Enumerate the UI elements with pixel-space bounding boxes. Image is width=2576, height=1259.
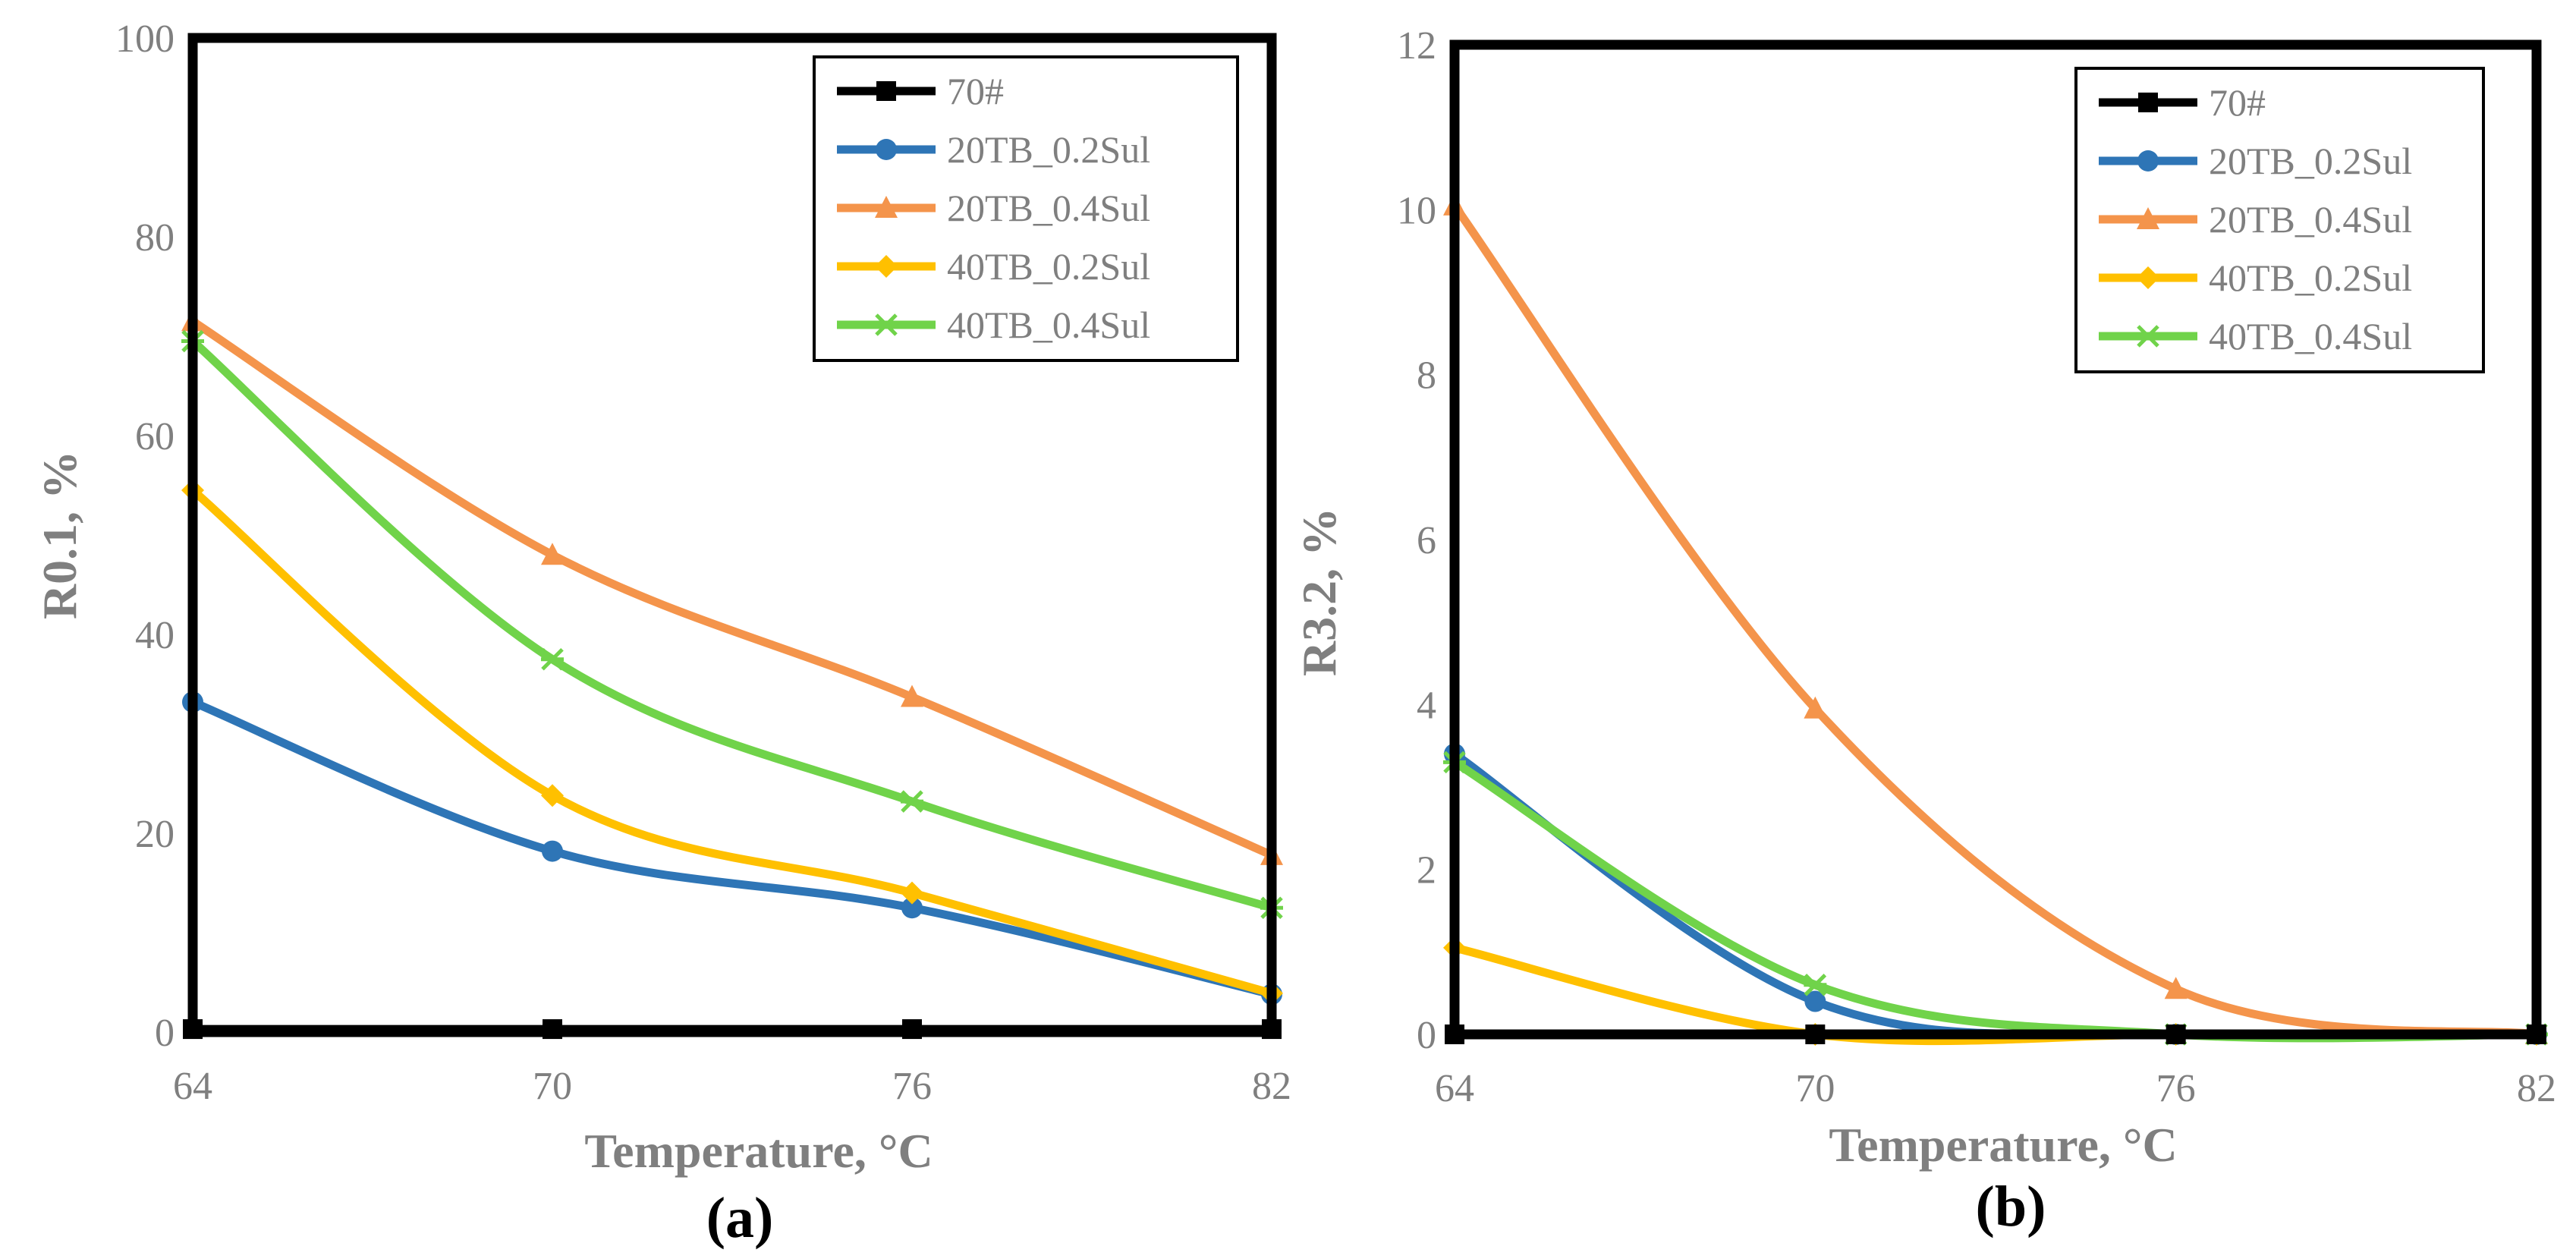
panel-a-x-tick-label: 82: [1252, 1065, 1291, 1108]
panel-b-y-tick-label: 2: [1417, 849, 1436, 892]
panel-b-label: (b): [1976, 1175, 2046, 1239]
panel-b-data-point: [2164, 977, 2188, 999]
panel-b-y-tick-label: 0: [1417, 1014, 1436, 1057]
panel-b-series-line: [1450, 757, 2541, 1043]
panel-a-plot-frame: [187, 33, 1277, 1037]
panel-a-legend-marker: [875, 313, 898, 336]
panel-a-legend-marker: [876, 139, 897, 160]
panel-b-x-tick-label: 70: [1795, 1067, 1835, 1110]
panel-b-legend-label: 20TB_0.2Sul: [2209, 140, 2412, 182]
panel-a-y-tick-label: 60: [135, 415, 175, 458]
panel-b-legend-marker: [2137, 150, 2159, 172]
panel-a-legend-label: 20TB_0.2Sul: [947, 128, 1150, 171]
panel-a-legend: 70# 20TB_0.2Sul 20TB_0.4Sul 40TB_0.2Sul 40TB…: [813, 55, 1239, 362]
panel-a-x-tick-label: 64: [173, 1065, 212, 1108]
panel-b-x-tick-label: 76: [2156, 1067, 2196, 1110]
panel-a-series-line: [188, 697, 1276, 999]
panel-b-x-tick-label: 82: [2517, 1067, 2556, 1110]
panel-b-legend-label: 40TB_0.2Sul: [2209, 257, 2412, 299]
panel-a-legend-entries: 70# 20TB_0.2Sul 20TB_0.4Sul 40TB_0.2Sul 40TB…: [837, 70, 1150, 346]
panel-b-y-tick-label: 4: [1417, 684, 1436, 727]
panel-a-data-point: [542, 840, 563, 862]
panel-b-legend-marker: [2137, 325, 2159, 348]
panel-b-legend-label: 70#: [2209, 81, 2266, 124]
panel-b-legend-entries: 70# 20TB_0.2Sul 20TB_0.4Sul 40TB_0.2Sul 40TB…: [2099, 81, 2412, 357]
panel-a-legend-marker: [876, 81, 896, 101]
panel-a-series: [181, 309, 1283, 1040]
panel-a-x-tick-label: 76: [892, 1065, 932, 1108]
panel-a-legend-label: 20TB_0.4Sul: [947, 187, 1150, 229]
panel-a-legend-marker: [875, 196, 898, 218]
panel-a-data-point: [541, 647, 564, 671]
panel-a-y-tick-label: 20: [135, 813, 175, 856]
panel-a-x-tick-label: 70: [533, 1065, 572, 1108]
panel-b-y-tick-label: 10: [1397, 189, 1436, 232]
panel-a-series-line: [188, 337, 1276, 912]
panel-a-data-point: [541, 784, 564, 807]
panel-a-data-point: [901, 881, 923, 905]
panel-a-y-tick-label: 0: [155, 1012, 175, 1055]
panel-b-legend: 70# 20TB_0.2Sul 20TB_0.4Sul 40TB_0.2Sul 40TB…: [2074, 67, 2485, 373]
panel-a-x-ticks: 64 70 76 82: [173, 1065, 1291, 1108]
panel-b-legend-marker: [2137, 207, 2159, 229]
panel-a-x-axis-title: Temperature, °C: [584, 1124, 933, 1178]
panel-b-x-axis-title: Temperature, °C: [1829, 1118, 2177, 1172]
panel-a-series-line: [188, 486, 1276, 998]
panel-b-series-line: [1450, 201, 2541, 1039]
panel-b-legend-label: 40TB_0.4Sul: [2209, 315, 2412, 357]
panel-b-data-point: [1804, 990, 1826, 1012]
panel-b-data-point: [1804, 974, 1827, 996]
panel-a-data-point: [901, 897, 923, 919]
panel-b-x-ticks: 64 70 76 82: [1435, 1067, 2556, 1110]
panel-a-data-point: [901, 685, 923, 707]
panel-a-series-line: [188, 316, 1276, 860]
panel-b-legend-marker: [2137, 266, 2159, 289]
panel-a: 0 20 40 60 80 100 64 70 76 82 Temperature, °C R0…: [33, 17, 1291, 1250]
panel-a-y-ticks: 0 20 40 60 80 100: [115, 17, 175, 1055]
panel-a-data-point: [541, 543, 564, 565]
panel-b-data-point: [1804, 696, 1827, 719]
panel-a-y-tick-label: 40: [135, 614, 175, 657]
panel-b-y-tick-label: 8: [1417, 354, 1436, 398]
panel-a-data-point: [901, 790, 923, 813]
panel-a-legend-label: 40TB_0.2Sul: [947, 245, 1150, 288]
panel-b-y-tick-label: 12: [1397, 24, 1436, 68]
panel-a-y-tick-label: 80: [135, 216, 175, 260]
panel-a-y-tick-label: 100: [115, 17, 175, 61]
panel-a-legend-label: 70#: [947, 70, 1004, 112]
panel-a-legend-marker: [875, 255, 898, 278]
panel-b-x-tick-label: 64: [1435, 1067, 1474, 1110]
panel-a-legend-label: 40TB_0.4Sul: [947, 304, 1150, 346]
panel-a-y-axis-title: R0.1, %: [33, 451, 86, 619]
panel-b: 0 2 4 6 8 10 12 64 70 76 82 Temperature, °C R3.2,…: [1292, 24, 2556, 1239]
panel-b-legend-marker: [2138, 93, 2158, 112]
panel-b-y-tick-label: 6: [1417, 519, 1436, 562]
panel-a-label: (a): [706, 1186, 774, 1250]
panel-b-y-axis-title: R3.2, %: [1292, 508, 1346, 676]
panel-b-plot-frame: [1449, 39, 2542, 1040]
panel-b-legend-label: 20TB_0.4Sul: [2209, 198, 2412, 241]
panel-b-y-ticks: 0 2 4 6 8 10 12: [1397, 24, 1436, 1057]
